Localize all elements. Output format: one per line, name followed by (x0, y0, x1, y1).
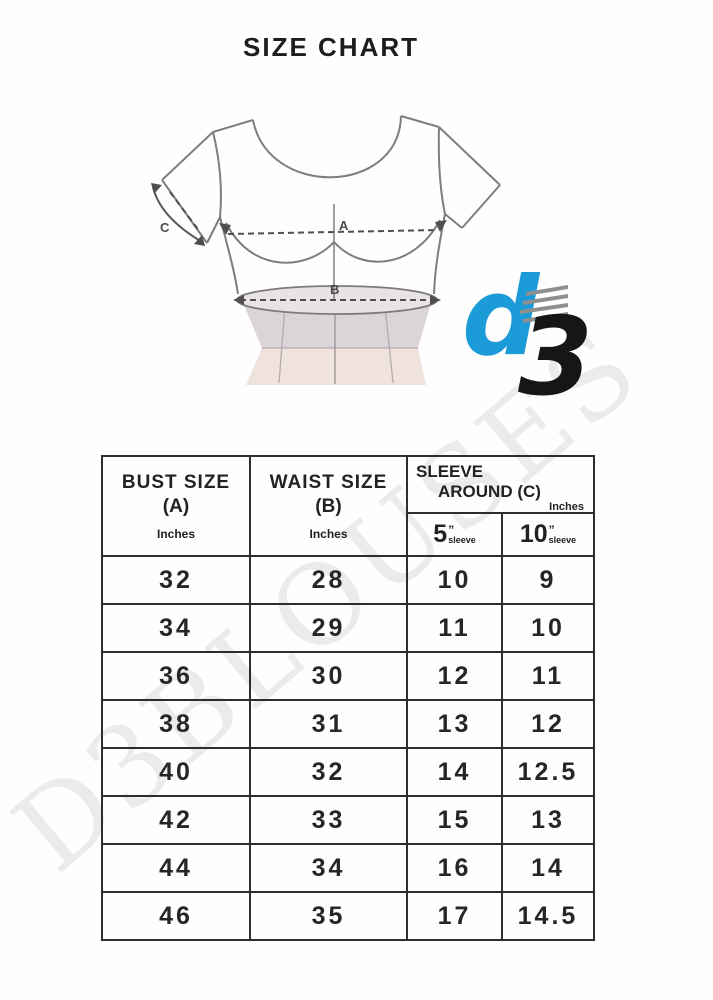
waist-value: 28 (251, 557, 408, 603)
bust-value: 34 (103, 605, 251, 651)
table-row: 34 29 11 10 (103, 603, 593, 651)
sleeve-around-header: SLEEVE AROUND (C) Inches (408, 457, 593, 514)
waist-value: 35 (251, 893, 408, 939)
bust-value: 46 (103, 893, 251, 939)
waist-header-unit: Inches (309, 526, 348, 541)
sleeve-5in-header: 5 ” sleeve (408, 514, 503, 555)
sleeve10-value: 10 (531, 613, 565, 642)
waist-value: 30 (251, 653, 408, 699)
sleeve5-value: 17 (408, 893, 503, 939)
bust-header-unit: Inches (156, 526, 195, 541)
sleeve-10in-header: 10 ” sleeve (503, 514, 593, 555)
table-row: 32 28 10 9 (103, 555, 593, 603)
sleeve10-value: 13 (531, 805, 565, 834)
waist-value: 29 (251, 605, 408, 651)
waist-header-letter: (B) (315, 495, 342, 517)
sleeve5-value: 13 (408, 701, 503, 747)
measurement-label-b: B (330, 282, 339, 297)
logo-letter-3: 3 (518, 295, 593, 398)
table-row: 40 32 14 12.5 (103, 747, 593, 795)
bust-header-letter: (A) (162, 495, 190, 517)
sleeve5-value: 15 (408, 797, 503, 843)
sleeve-10in-number: 10 (519, 520, 548, 548)
size-table: BUST SIZE (A) Inches WAIST SIZE (B) Inch… (101, 455, 595, 941)
skirt-upper-shade (243, 303, 431, 348)
bust-value: 42 (103, 797, 251, 843)
waist-header-title: WAIST SIZE (269, 471, 388, 493)
sleeve10-value: 11 (531, 661, 565, 690)
bust-value: 38 (103, 701, 251, 747)
sleeve10-value: 12 (531, 709, 565, 738)
waist-value: 31 (251, 701, 408, 747)
sleeve5-value: 10 (408, 557, 503, 603)
bust-value: 32 (103, 557, 251, 603)
measurement-arrowheads (151, 183, 447, 305)
sleeve5-value: 12 (408, 653, 503, 699)
waist-value: 34 (251, 845, 408, 891)
table-header: BUST SIZE (A) Inches WAIST SIZE (B) Inch… (103, 457, 593, 555)
measurement-label-c: C (160, 220, 170, 235)
bust-value: 44 (103, 845, 251, 891)
table-row: 36 30 12 11 (103, 651, 593, 699)
blouse-measurement-diagram: A B C (151, 115, 501, 385)
sleeve5-value: 16 (408, 845, 503, 891)
measurement-dashed-lines (169, 191, 439, 301)
sleeve-header-unit: Inches (549, 501, 584, 514)
table-row: 46 35 17 14.5 (103, 891, 593, 939)
sleeve5-value: 11 (408, 605, 503, 651)
table-row: 44 34 16 14 (103, 843, 593, 891)
waist-value: 32 (251, 749, 408, 795)
inch-prime-mark: ” (448, 523, 455, 537)
sleeve-header-line1: SLEEVE (416, 462, 484, 481)
sleeve10-value: 9 (539, 565, 557, 594)
blouse-outline (152, 115, 501, 299)
sleeve-subheader-row: 5 ” sleeve 10 ” sleeve (408, 514, 593, 555)
sleeve-around-header-group: SLEEVE AROUND (C) Inches 5 ” sleeve 10 (408, 457, 593, 555)
sleeve10-value: 14 (531, 853, 565, 882)
sleeve-10in-suffix: ” sleeve (549, 524, 577, 545)
bust-header-title: BUST SIZE (121, 471, 231, 493)
sleeve-5in-label: sleeve (448, 535, 476, 545)
waist-size-header: WAIST SIZE (B) Inches (251, 457, 408, 555)
sleeve-header-line2: AROUND (C) (438, 482, 541, 502)
measurement-label-a: A (339, 218, 349, 233)
skirt-hem-shade (246, 348, 426, 385)
inch-prime-mark: ” (548, 523, 555, 537)
sleeve-5in-suffix: ” sleeve (448, 524, 476, 545)
waist-value: 33 (251, 797, 408, 843)
skirt-seam-lines (262, 305, 418, 384)
table-row: 42 33 15 13 (103, 795, 593, 843)
sleeve-10in-label: sleeve (548, 535, 577, 545)
table-row: 38 31 13 12 (103, 699, 593, 747)
logo-speed-lines (520, 285, 568, 323)
sleeve5-value: 14 (408, 749, 503, 795)
page-title: SIZE CHART (243, 32, 419, 62)
bust-value: 36 (103, 653, 251, 699)
sleeve-5in-number: 5 (433, 520, 448, 548)
bust-value: 40 (103, 749, 251, 795)
bust-size-header: BUST SIZE (A) Inches (103, 457, 251, 555)
sleeve10-value: 12.5 (517, 757, 579, 786)
d3-brand-logo: d 3 (462, 258, 593, 398)
sleeve10-value: 14.5 (517, 901, 579, 930)
